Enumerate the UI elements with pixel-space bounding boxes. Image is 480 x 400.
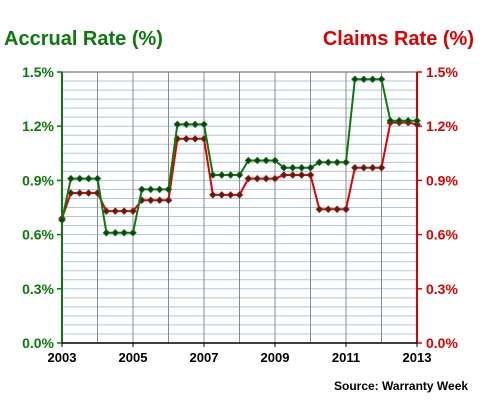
- claims-data-point: [155, 196, 164, 205]
- accrual-data-point: [182, 120, 191, 129]
- right-tick-label: 0.6%: [426, 227, 458, 243]
- claims-data-point: [333, 205, 341, 214]
- accrual-data-point: [75, 174, 84, 183]
- accrual-data-point: [164, 185, 173, 194]
- accrual-data-point: [253, 156, 262, 165]
- accrual-data-point: [111, 229, 120, 237]
- claims-data-point: [217, 191, 226, 199]
- accrual-data-point: [288, 163, 297, 172]
- left-tick-label: 0.3%: [22, 281, 54, 297]
- accrual-rate-axis-title: Accrual Rate (%): [4, 28, 163, 50]
- claims-data-point: [146, 196, 155, 205]
- right-tick-label: 1.2%: [426, 118, 458, 134]
- claims-data-point: [280, 171, 288, 179]
- accrual-data-point: [67, 174, 75, 183]
- accrual-data-point: [280, 163, 288, 172]
- accrual-data-point: [226, 171, 235, 179]
- claims-data-point: [368, 163, 377, 172]
- left-tick-label: 1.2%: [22, 118, 54, 134]
- accrual-data-point: [244, 156, 253, 165]
- accrual-data-point: [395, 117, 404, 125]
- left-tick-label: 0.0%: [22, 335, 54, 351]
- x-tick-label: 2011: [332, 350, 360, 365]
- claims-data-point: [315, 205, 324, 214]
- claims-data-point: [75, 189, 84, 197]
- claims-data-point: [359, 163, 368, 172]
- accrual-data-point: [271, 156, 279, 165]
- accrual-data-point: [58, 216, 66, 224]
- claims-data-point: [342, 205, 350, 214]
- accrual-data-point: [342, 158, 350, 167]
- accrual-data-point: [129, 229, 137, 237]
- claims-data-point: [262, 174, 270, 183]
- accrual-data-point: [404, 117, 412, 125]
- accrual-data-point: [359, 75, 368, 83]
- accrual-data-point: [84, 174, 93, 183]
- accrual-data-point: [315, 158, 324, 167]
- accrual-data-point: [351, 75, 359, 83]
- accrual-data-point: [297, 163, 306, 172]
- accrual-data-point: [200, 120, 208, 129]
- accrual-data-point: [138, 185, 146, 194]
- claims-data-point: [191, 135, 199, 143]
- left-tick-label: 0.9%: [22, 172, 54, 188]
- claims-data-point: [244, 174, 253, 183]
- claims-data-point: [84, 189, 93, 197]
- accrual-data-point: [413, 117, 421, 125]
- claims-data-point: [111, 207, 120, 215]
- claims-data-point: [288, 171, 297, 179]
- claims-rate-axis-title: Claims Rate (%): [322, 28, 474, 50]
- x-tick-label: 2013: [403, 350, 432, 365]
- claims-data-point: [351, 163, 359, 172]
- accrual-data-point: [333, 158, 341, 167]
- accrual-data-point: [306, 163, 315, 172]
- source-note: Source: Warranty Week: [334, 379, 469, 393]
- claims-data-point: [324, 205, 333, 214]
- accrual-data-point: [93, 174, 102, 183]
- accrual-data-point: [324, 158, 333, 167]
- accrual-data-point: [209, 171, 217, 179]
- claims-data-point: [102, 207, 111, 215]
- claims-data-point: [182, 135, 191, 143]
- accrual-data-point: [146, 185, 155, 194]
- accrual-data-point: [377, 75, 386, 83]
- accrual-data-point: [102, 229, 111, 237]
- accrual-data-point: [191, 120, 199, 129]
- accrual-data-point: [120, 229, 128, 237]
- left-tick-label: 1.5%: [22, 64, 54, 80]
- claims-data-point: [209, 191, 217, 199]
- right-tick-label: 0.3%: [426, 281, 458, 297]
- accrual-data-point: [368, 75, 377, 83]
- accrual-data-point: [235, 171, 244, 179]
- claims-data-point: [297, 171, 306, 179]
- x-tick-label: 2007: [190, 350, 219, 365]
- x-tick-label: 2003: [48, 350, 77, 365]
- claims-data-point: [235, 191, 244, 199]
- accrual-data-point: [386, 117, 395, 125]
- claims-data-point: [306, 171, 315, 179]
- accrual-data-point: [155, 185, 164, 194]
- right-tick-label: 0.0%: [426, 335, 458, 351]
- claims-data-point: [377, 163, 386, 172]
- accrual-data-point: [262, 156, 270, 165]
- accrual-data-point: [173, 120, 182, 129]
- right-tick-label: 1.5%: [426, 64, 458, 80]
- x-tick-label: 2005: [119, 350, 148, 365]
- claims-data-point: [120, 207, 128, 215]
- right-tick-label: 0.9%: [426, 172, 458, 188]
- claims-data-point: [253, 174, 262, 183]
- claims-data-point: [129, 207, 137, 215]
- left-tick-label: 0.6%: [22, 227, 54, 243]
- claims-data-point: [164, 196, 173, 205]
- accrual-data-point: [217, 171, 226, 179]
- x-tick-label: 2009: [261, 350, 290, 365]
- claims-data-point: [271, 174, 279, 183]
- claims-data-point: [226, 191, 235, 199]
